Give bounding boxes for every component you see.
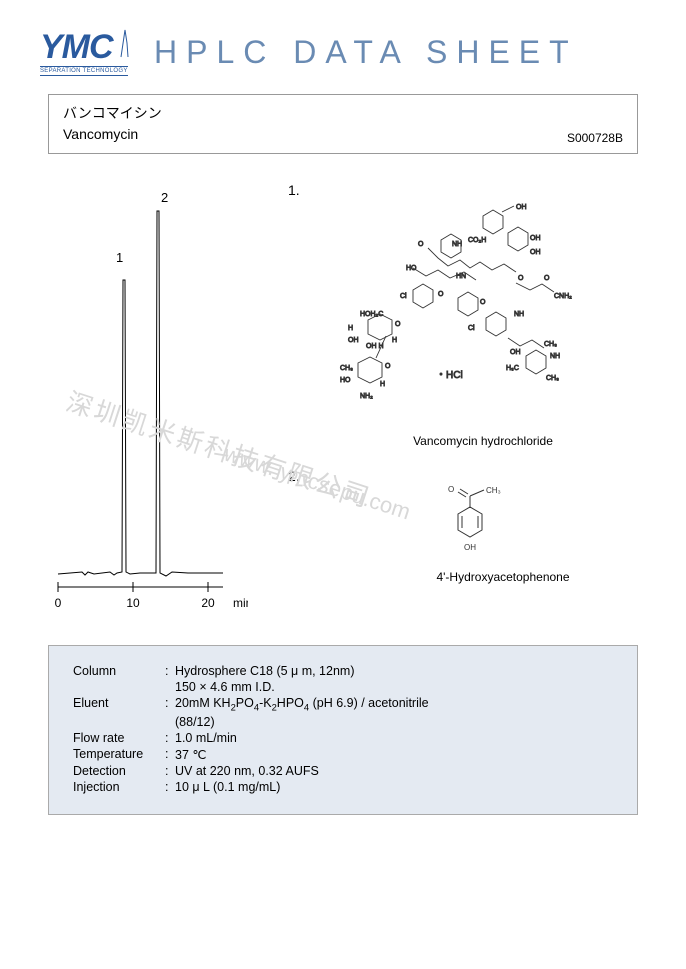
cond-value: 150 × 4.6 mm I.D. (175, 680, 613, 694)
svg-text:CO₂H: CO₂H (468, 237, 486, 244)
cond-label: Detection (73, 764, 165, 778)
x-unit: min (233, 596, 248, 610)
page-title: HPLC DATA SHEET (154, 34, 646, 71)
cond-row-eluent-2: (88/12) (73, 715, 613, 729)
xtick-10: 10 (126, 596, 140, 610)
svg-text:HOH₂C: HOH₂C (360, 311, 383, 318)
structures-area: 1. OH OH OH (288, 182, 638, 617)
cond-row-detection: Detection : UV at 220 nm, 0.32 AUFS (73, 764, 613, 778)
svg-text:HO: HO (340, 377, 351, 384)
peak-label-2: 2 (161, 190, 168, 205)
structure-2-caption: 4'-Hydroxyacetophenone (368, 570, 638, 584)
cond-label: Column (73, 664, 165, 678)
cond-row-injection: Injection : 10 μ L (0.1 mg/mL) (73, 780, 613, 794)
xtick-0: 0 (55, 596, 62, 610)
svg-text:CH₃: CH₃ (546, 375, 559, 382)
cond-value: UV at 220 nm, 0.32 AUFS (175, 764, 613, 778)
header: YMC SEPARATION TECHNOLOGY HPLC DATA SHEE… (40, 28, 646, 76)
compound-name-en: Vancomycin (63, 124, 162, 145)
svg-text:H: H (392, 337, 397, 344)
logo-peak-icon (120, 28, 134, 63)
svg-text:NH₂: NH₂ (360, 393, 373, 400)
structure-1-num: 1. (288, 182, 300, 198)
compound-code: S000728B (567, 131, 623, 145)
cond-row-temperature: Temperature : 37 ℃ (73, 747, 613, 762)
svg-text:OH: OH (530, 235, 541, 242)
svg-text:O: O (480, 299, 486, 306)
logo-main: YMC (40, 28, 113, 66)
svg-text:O: O (395, 321, 401, 328)
svg-text:H: H (380, 381, 385, 388)
svg-text:OH: OH (464, 543, 476, 552)
svg-text:Cl: Cl (468, 325, 475, 332)
svg-text:O: O (418, 241, 424, 248)
page: YMC SEPARATION TECHNOLOGY HPLC DATA SHEE… (0, 0, 686, 843)
chromatogram: 1 2 0 10 20 min (48, 182, 248, 612)
cond-value: 37 ℃ (175, 747, 613, 762)
chromatogram-area: 1 2 0 10 20 min (48, 182, 268, 617)
cond-value: Hydrosphere C18 (5 μ m, 12nm) (175, 664, 613, 678)
cond-value: (88/12) (175, 715, 613, 729)
chromatogram-trace (58, 211, 223, 576)
cond-row-flowrate: Flow rate : 1.0 mL/min (73, 731, 613, 745)
logo-tagline: SEPARATION TECHNOLOGY (40, 66, 128, 76)
compound-box: バンコマイシン Vancomycin S000728B (48, 94, 638, 154)
structure-1-caption: Vancomycin hydrochloride (328, 434, 638, 448)
compound-name-jp: バンコマイシン (63, 103, 162, 124)
cond-value: 10 μ L (0.1 mg/mL) (175, 780, 613, 794)
cond-label: Injection (73, 780, 165, 794)
svg-text:O: O (448, 485, 454, 494)
compound-names: バンコマイシン Vancomycin (63, 103, 162, 145)
svg-text:OH: OH (348, 337, 359, 344)
svg-text:H₃C: H₃C (506, 365, 519, 372)
svg-text:OH: OH (510, 349, 521, 356)
svg-text:HO: HO (406, 265, 417, 272)
logo: YMC SEPARATION TECHNOLOGY (40, 28, 134, 76)
svg-text:Cl: Cl (400, 293, 407, 300)
svg-text:HN: HN (456, 273, 466, 280)
cond-label: Temperature (73, 747, 165, 762)
xtick-20: 20 (201, 596, 215, 610)
svg-text:NH: NH (514, 311, 524, 318)
structure-1-drawing: OH OH OH O NH CO₂H HO HN (318, 198, 578, 428)
main-content: 1 2 0 10 20 min 1. (40, 182, 646, 617)
cond-value: 1.0 mL/min (175, 731, 613, 745)
svg-text:O: O (438, 291, 444, 298)
svg-text:OH: OH (530, 249, 541, 256)
svg-text:CH₃: CH₃ (340, 365, 353, 372)
cond-value: 20mM KH2PO4-K2HPO4 (pH 6.9) / acetonitri… (175, 696, 613, 713)
cond-row-column-2: 150 × 4.6 mm I.D. (73, 680, 613, 694)
svg-text:O: O (544, 275, 550, 282)
svg-text:CH₃: CH₃ (486, 486, 501, 495)
structure-2: 2. O CH₃ OH (288, 468, 638, 584)
svg-text:OH H: OH H (366, 343, 384, 350)
svg-text:CH₃: CH₃ (544, 341, 557, 348)
svg-text:NH: NH (452, 241, 462, 248)
svg-text:・HCl: ・HCl (436, 370, 463, 381)
cond-row-column: Column : Hydrosphere C18 (5 μ m, 12nm) (73, 664, 613, 678)
cond-label: Flow rate (73, 731, 165, 745)
structure-1: 1. OH OH OH (288, 182, 638, 448)
svg-text:H: H (348, 325, 353, 332)
peak-label-1: 1 (116, 250, 123, 265)
structure-2-drawing: O CH₃ OH (418, 484, 518, 564)
structure-2-num: 2. (288, 468, 300, 484)
svg-text:NH: NH (550, 353, 560, 360)
svg-text:O: O (385, 363, 391, 370)
svg-text:CNH₂: CNH₂ (554, 293, 572, 300)
svg-text:O: O (518, 275, 524, 282)
cond-row-eluent: Eluent : 20mM KH2PO4-K2HPO4 (pH 6.9) / a… (73, 696, 613, 713)
cond-label: Eluent (73, 696, 165, 713)
svg-text:OH: OH (516, 204, 527, 211)
conditions-box: Column : Hydrosphere C18 (5 μ m, 12nm) 1… (48, 645, 638, 815)
